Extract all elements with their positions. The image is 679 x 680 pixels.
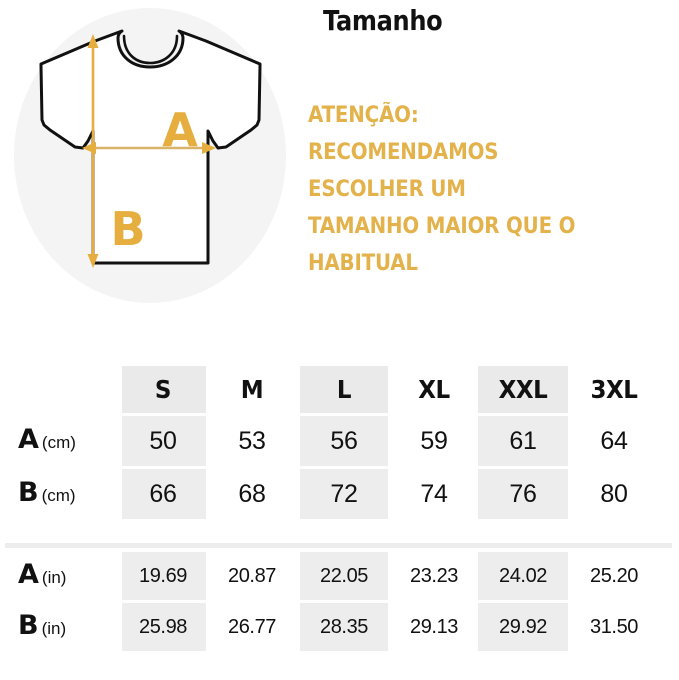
header-section: A B Tamanho ATENÇÃO: RECOMENDAMOS ESCOLH… <box>0 0 679 330</box>
row-label-a-cm: A (cm) <box>18 424 76 455</box>
attention-line-5: HABITUAL <box>308 251 418 276</box>
page-title: Tamanho <box>323 4 443 37</box>
column-band-l <box>300 416 388 466</box>
headings-panel: Tamanho ATENÇÃO: RECOMENDAMOS ESCOLHER U… <box>306 0 679 330</box>
attention-line-1: ATENÇÃO: <box>308 103 419 128</box>
row-letter: A <box>18 559 39 590</box>
column-band-s <box>122 366 206 413</box>
size-table: S M L XL XXL 3XL 50 53 56 59 61 64 66 68 72 74 76 80 19.69… <box>0 340 679 680</box>
column-band-l <box>300 366 388 413</box>
column-band-xxl <box>478 469 568 519</box>
column-header-xxl: XXL <box>498 374 548 404</box>
tshirt-collar <box>122 34 179 65</box>
cell-b-cm-s: 66 <box>149 480 177 508</box>
measure-label-b: B <box>110 202 145 256</box>
row-label-b-in: B (in) <box>18 610 66 641</box>
cell-b-in-s: 25.98 <box>138 616 188 638</box>
measure-arrow-a-left <box>82 142 96 154</box>
cell-a-in-3xl: 25.20 <box>589 565 639 587</box>
cell-b-cm-l: 72 <box>330 480 358 508</box>
attention-line-2: RECOMENDAMOS <box>308 140 499 165</box>
cell-b-cm-xl: 74 <box>420 480 448 508</box>
column-band-s <box>122 603 206 651</box>
attention-notice: ATENÇÃO: RECOMENDAMOS ESCOLHER UM TAMANH… <box>308 97 679 282</box>
cell-a-in-xl: 23.23 <box>409 565 459 587</box>
cell-b-cm-m: 68 <box>238 480 266 508</box>
cell-b-cm-xxl: 76 <box>509 480 537 508</box>
column-band-s <box>122 469 206 519</box>
column-header-xl: XL <box>418 374 450 404</box>
column-header-3xl: 3XL <box>590 374 638 404</box>
cell-b-in-3xl: 31.50 <box>589 616 639 638</box>
cell-a-cm-xxl: 61 <box>509 427 537 455</box>
row-unit: (cm) <box>41 433 76 452</box>
cell-a-cm-l: 56 <box>330 427 358 455</box>
column-header-m: M <box>240 374 264 404</box>
cell-a-cm-s: 50 <box>149 427 177 455</box>
cell-b-in-xl: 29.13 <box>409 616 459 638</box>
cell-a-in-l: 22.05 <box>319 565 369 587</box>
row-unit: (in) <box>41 568 67 587</box>
column-header-s: S <box>154 374 172 404</box>
measure-arrow-b-bottom <box>87 254 99 268</box>
column-band-xxl <box>478 366 568 413</box>
cell-a-cm-3xl: 64 <box>600 427 628 455</box>
cell-a-cm-m: 53 <box>238 427 266 455</box>
column-band-l <box>300 552 388 600</box>
row-letter: A <box>18 424 39 455</box>
row-letter: B <box>18 477 39 508</box>
column-band-s <box>122 416 206 466</box>
column-band-xxl <box>478 416 568 466</box>
cell-a-cm-xl: 59 <box>420 427 448 455</box>
cell-b-in-xxl: 29.92 <box>498 616 548 638</box>
table-divider <box>5 543 672 548</box>
measure-label-a: A <box>162 103 198 157</box>
column-band-xxl <box>478 603 568 651</box>
row-label-b-cm: B (cm) <box>18 477 76 508</box>
cell-a-in-s: 19.69 <box>138 565 188 587</box>
measure-arrow-b-top <box>87 34 99 48</box>
column-header-l: L <box>336 374 352 404</box>
column-band-l <box>300 603 388 651</box>
cell-b-cm-3xl: 80 <box>600 480 628 508</box>
attention-line-4: TAMANHO MAIOR QUE O <box>308 214 576 239</box>
tshirt-illustration: A B <box>39 29 262 268</box>
row-unit: (cm) <box>41 486 76 505</box>
row-unit: (in) <box>41 619 67 638</box>
measure-arrow-a-right <box>202 142 216 154</box>
column-band-s <box>122 552 206 600</box>
cell-a-in-xxl: 24.02 <box>498 565 548 587</box>
tshirt-diagram-panel: A B <box>0 0 300 320</box>
row-label-a-in: A (in) <box>18 559 66 590</box>
cell-b-in-l: 28.35 <box>319 616 369 638</box>
column-band-xxl <box>478 552 568 600</box>
attention-line-3: ESCOLHER UM <box>308 177 466 202</box>
column-band-l <box>300 469 388 519</box>
row-letter: B <box>18 610 39 641</box>
cell-a-in-m: 20.87 <box>227 565 277 587</box>
cell-b-in-m: 26.77 <box>227 616 277 638</box>
